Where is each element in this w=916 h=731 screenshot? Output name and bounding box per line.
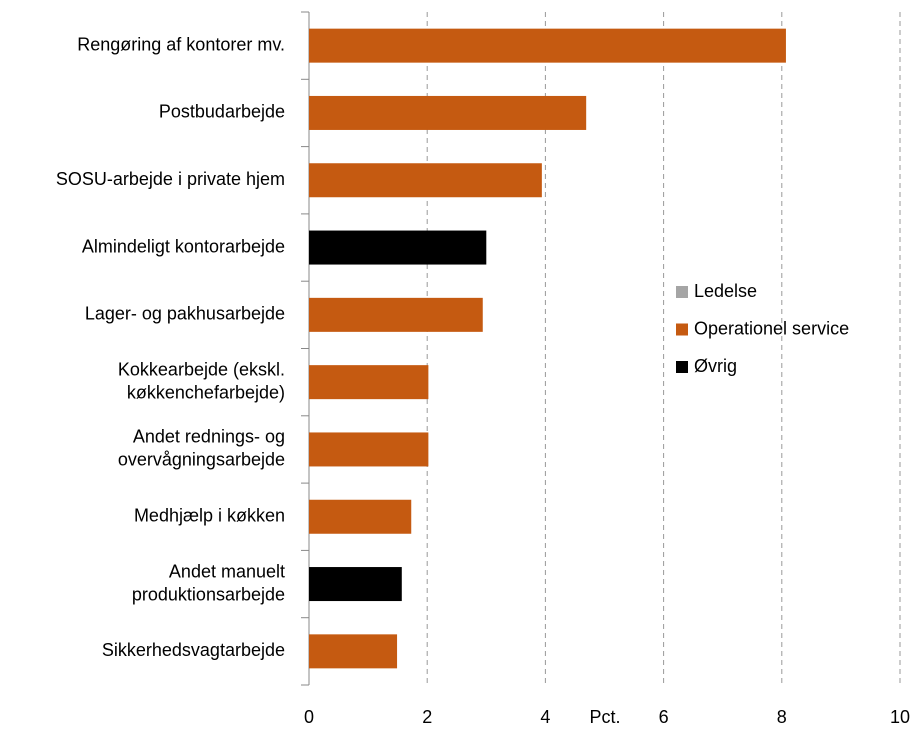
legend-label: Øvrig [694, 356, 737, 376]
y-tick-label: overvågningsarbejde [118, 450, 285, 470]
bar [309, 499, 412, 534]
bar [309, 297, 483, 332]
bar [309, 567, 402, 602]
y-tick-label: produktionsarbejde [132, 584, 285, 604]
legend-label: Ledelse [694, 281, 757, 301]
x-tick-label: 6 [659, 707, 669, 727]
y-tick-label: køkkenchefarbejde) [127, 382, 285, 402]
y-tick-label: SOSU-arbejde i private hjem [56, 169, 285, 189]
bar [309, 365, 429, 400]
y-tick-label: Andet manuelt [169, 561, 285, 581]
bar [309, 163, 542, 198]
bar [309, 28, 786, 63]
x-tick-label: 8 [777, 707, 787, 727]
y-tick-label: Rengøring af kontorer mv. [77, 34, 285, 54]
x-tick-label: 0 [304, 707, 314, 727]
x-tick-label: 10 [890, 707, 910, 727]
bar [309, 432, 429, 467]
legend-label: Operationel service [694, 318, 849, 338]
legend-swatch [676, 361, 688, 373]
y-tick-label: Kokkearbejde (ekskl. [118, 359, 285, 379]
y-tick-label: Postbudarbejde [159, 102, 285, 122]
bar [309, 230, 487, 265]
y-tick-label: Andet rednings- og [133, 427, 285, 447]
y-tick-label: Sikkerhedsvagtarbejde [102, 640, 285, 660]
bar [309, 95, 587, 130]
x-axis-label: Pct. [589, 707, 620, 727]
y-tick-label: Almindeligt kontorarbejde [82, 236, 285, 256]
x-tick-label: 2 [422, 707, 432, 727]
legend-swatch [676, 323, 688, 336]
y-tick-label: Lager- og pakhusarbejde [85, 304, 285, 324]
y-tick-label: Medhjælp i køkken [134, 506, 285, 526]
x-tick-label: 4 [540, 707, 550, 727]
bar [309, 634, 398, 669]
legend-swatch [676, 286, 688, 298]
